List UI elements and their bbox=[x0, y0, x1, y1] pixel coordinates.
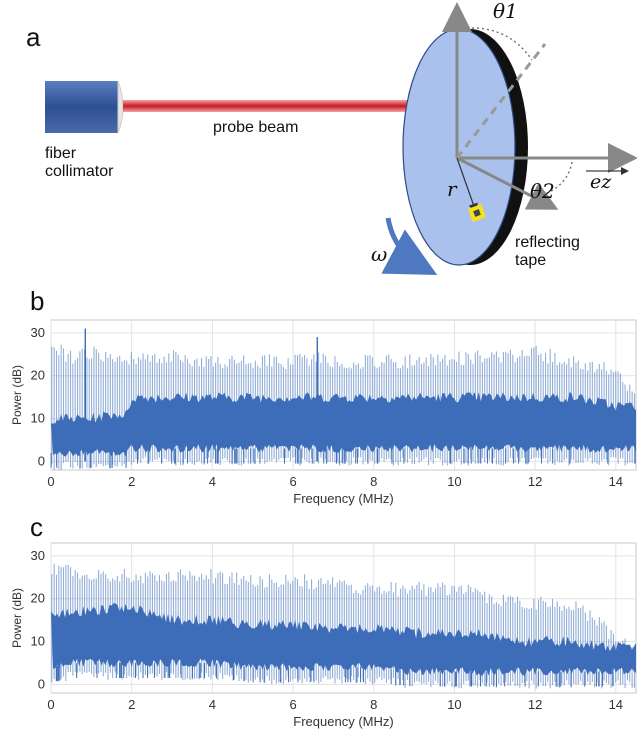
r-vector bbox=[456, 157, 478, 214]
ez-label: ez bbox=[590, 171, 612, 193]
panel-c-letter: c bbox=[30, 512, 43, 542]
x-axis-label: Frequency (MHz) bbox=[293, 491, 393, 506]
x-tick-label: 2 bbox=[128, 474, 135, 489]
x-tick-label: 0 bbox=[47, 474, 54, 489]
reflecting-tape-label: reflecting tape bbox=[515, 234, 580, 269]
y-axis-label: Power (dB) bbox=[10, 365, 24, 425]
omega-label: ω bbox=[371, 242, 388, 266]
dashed-axis bbox=[455, 43, 547, 159]
y-tick-label: 0 bbox=[38, 453, 45, 468]
omega-arrow bbox=[381, 217, 438, 276]
setup-schematic bbox=[45, 2, 637, 276]
fiber-collimator bbox=[45, 80, 124, 134]
collimator-label: fiber collimator bbox=[45, 145, 114, 180]
y-tick-label: 30 bbox=[31, 548, 45, 563]
x-tick-label: 6 bbox=[289, 697, 296, 712]
y-tick-label: 10 bbox=[31, 634, 45, 649]
y-tick-label: 30 bbox=[31, 325, 45, 340]
x-tick-label: 14 bbox=[609, 474, 623, 489]
spectrum-series bbox=[51, 563, 636, 689]
y-tick-label: 20 bbox=[31, 591, 45, 606]
probe-beam bbox=[123, 100, 495, 112]
x-tick-label: 4 bbox=[209, 474, 216, 489]
x-tick-label: 8 bbox=[370, 474, 377, 489]
theta1-arc bbox=[471, 27, 533, 61]
y-axis-label: Power (dB) bbox=[10, 588, 24, 648]
theta2-axis bbox=[456, 156, 559, 210]
reflecting-tape-square bbox=[468, 204, 486, 222]
x-tick-label: 8 bbox=[370, 697, 377, 712]
probe-beam-label: probe beam bbox=[213, 119, 299, 136]
rotating-disk bbox=[402, 28, 528, 266]
theta1-label: θ1 bbox=[493, 0, 518, 23]
x-tick-label: 10 bbox=[447, 474, 461, 489]
spectrum-series bbox=[50, 328, 636, 470]
theta2-label: θ2 bbox=[530, 179, 555, 203]
y-tick-label: 0 bbox=[38, 676, 45, 691]
x-tick-label: 12 bbox=[528, 474, 542, 489]
x-tick-label: 2 bbox=[128, 697, 135, 712]
x-tick-label: 12 bbox=[528, 697, 542, 712]
x-axis-label: Frequency (MHz) bbox=[293, 714, 393, 729]
theta2-arc bbox=[542, 161, 573, 196]
x-tick-label: 6 bbox=[289, 474, 296, 489]
x-tick-label: 10 bbox=[447, 697, 461, 712]
dense-band bbox=[51, 392, 636, 457]
x-tick-label: 14 bbox=[609, 697, 623, 712]
panel-a-letter: a bbox=[26, 22, 41, 52]
x-tick-label: 0 bbox=[47, 697, 54, 712]
r-label: r bbox=[447, 177, 457, 201]
y-tick-label: 20 bbox=[31, 368, 45, 383]
panel-b-letter: b bbox=[30, 286, 45, 316]
y-tick-label: 10 bbox=[31, 411, 45, 426]
x-tick-label: 4 bbox=[209, 697, 216, 712]
dense-band bbox=[51, 603, 636, 676]
